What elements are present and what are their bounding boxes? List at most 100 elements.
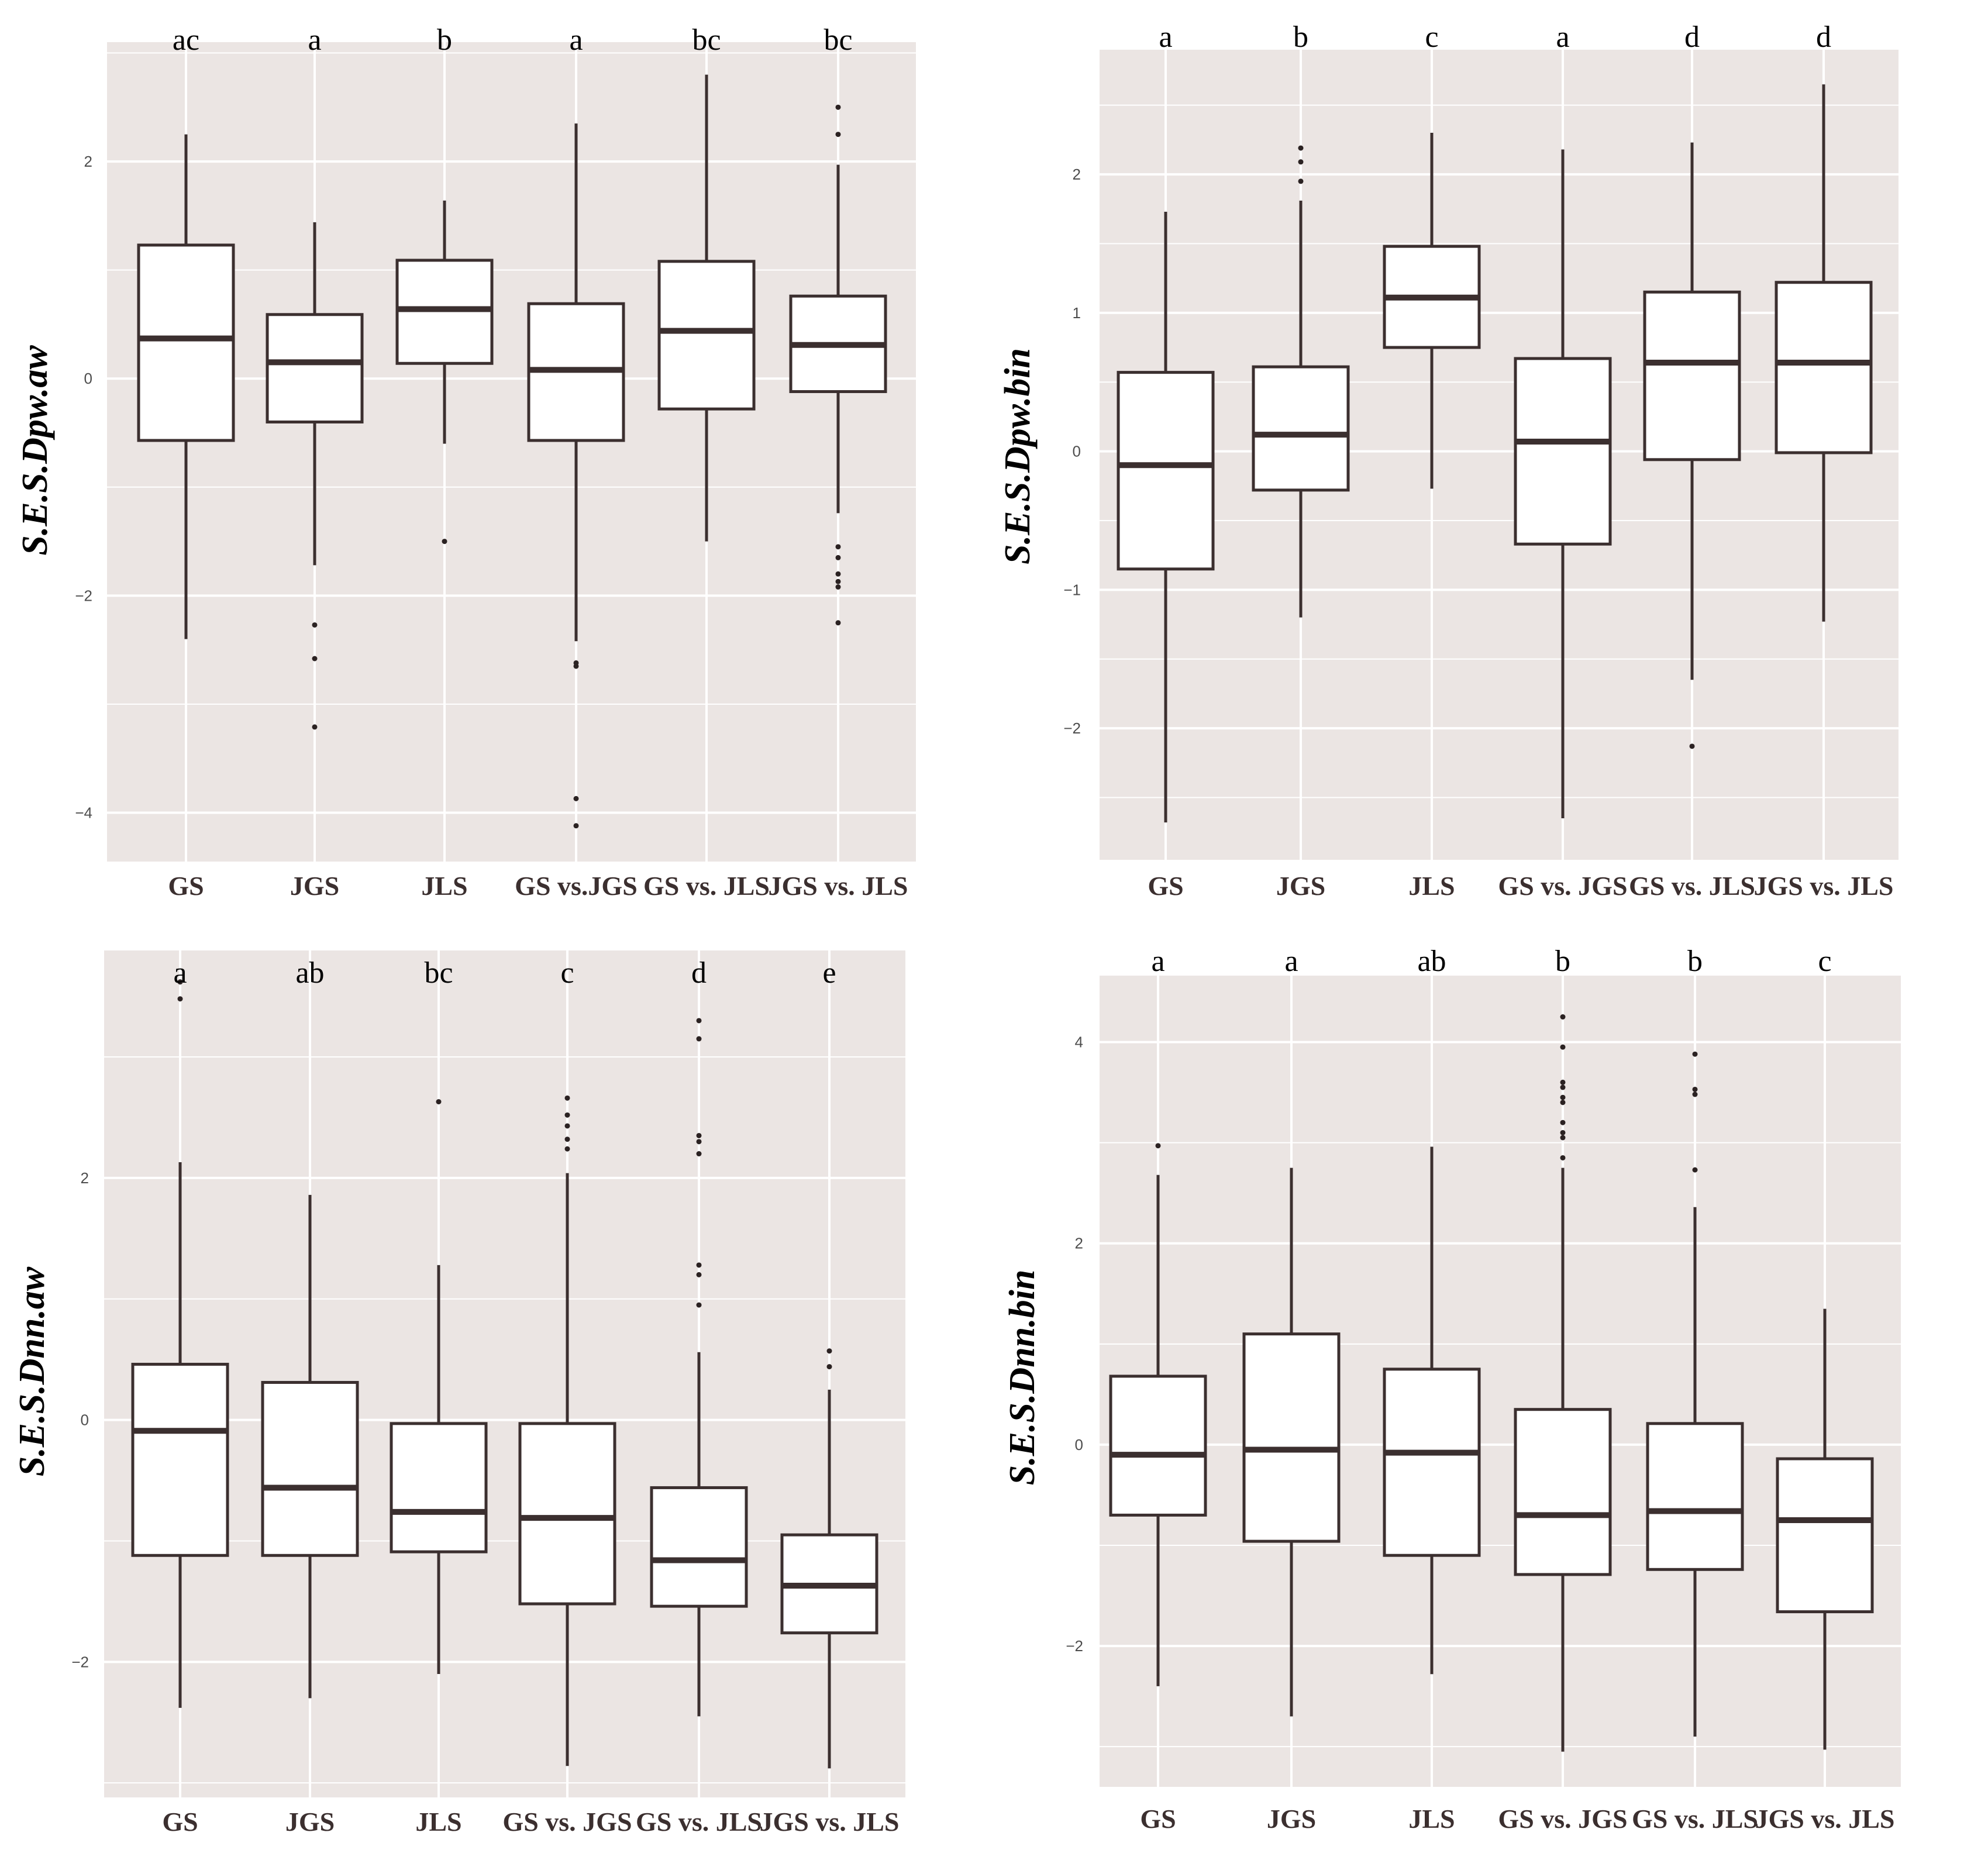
outlier-point xyxy=(1298,178,1304,184)
box-iqr xyxy=(657,260,756,411)
outlier-point xyxy=(312,622,318,628)
x-category-label: GS xyxy=(1148,871,1183,901)
significance-letter: bc xyxy=(824,23,852,57)
box-group xyxy=(1109,1014,1874,1752)
outlier-point xyxy=(1560,1014,1566,1020)
x-category-label: JGS xyxy=(1276,871,1325,901)
significance-letter: a xyxy=(1159,20,1172,54)
outlier-point xyxy=(1692,1051,1698,1057)
x-category-label: GS vs. JLS xyxy=(1632,1804,1758,1834)
box-0 xyxy=(131,979,229,1708)
y-tick-labels: −4 −2 0 2 xyxy=(75,153,92,821)
x-category-label: JGS vs. JLS xyxy=(1755,1804,1894,1834)
box-0 xyxy=(137,134,235,639)
significance-letter: a xyxy=(569,23,583,57)
outlier-point xyxy=(826,1364,832,1370)
y-tick-label: 2 xyxy=(84,153,92,170)
box-iqr xyxy=(137,243,235,442)
y-tick-label: 0 xyxy=(1075,1436,1083,1453)
outlier-point xyxy=(1155,1143,1161,1149)
y-tick-label: 1 xyxy=(1073,304,1081,322)
box-iqr xyxy=(131,1362,229,1557)
outlier-point xyxy=(835,571,841,577)
x-category-label: JGS xyxy=(290,871,339,901)
significance-letter: ab xyxy=(1417,945,1446,978)
box-iqr xyxy=(1109,1375,1207,1517)
outlier-point xyxy=(835,578,841,584)
x-category-label: JGS vs. JLS xyxy=(759,1807,899,1837)
significance-letter: d xyxy=(1816,20,1831,54)
box-iqr xyxy=(1514,357,1612,546)
box-0 xyxy=(1109,1143,1207,1686)
box-1 xyxy=(1242,1167,1341,1717)
panel-ses-dpw-bin: −2 −1 0 1 2 GS JGS JLS GS vs. JGS GS vs. JLSJGS … xyxy=(998,20,1899,901)
box-iqr xyxy=(390,1422,488,1554)
box-4 xyxy=(657,74,756,542)
outlier-point xyxy=(1298,159,1304,165)
box-iqr xyxy=(1383,1368,1481,1557)
box-iqr xyxy=(1776,1457,1874,1614)
box-iqr xyxy=(1643,290,1741,461)
box-iqr xyxy=(266,313,364,423)
y-tick-label: −2 xyxy=(1066,1637,1083,1655)
x-category-label: GS xyxy=(1140,1804,1176,1834)
box-4 xyxy=(650,1018,748,1717)
outlier-point xyxy=(1560,1120,1566,1125)
significance-letters: a ab bc c d e xyxy=(173,956,836,990)
outlier-point xyxy=(835,132,841,137)
x-category-label: GS xyxy=(168,871,204,901)
box-iqr xyxy=(1242,1332,1341,1543)
outlier-point xyxy=(564,1123,570,1129)
box-iqr xyxy=(650,1486,748,1608)
y-tick-label: 2 xyxy=(1075,1235,1083,1252)
outlier-point xyxy=(1692,1091,1698,1097)
x-category-label: GS vs. JGS xyxy=(1498,1804,1627,1834)
y-tick-label: 2 xyxy=(1073,166,1081,183)
significance-letter: a xyxy=(173,956,187,990)
outlier-point xyxy=(835,584,841,590)
y-tick-label: 0 xyxy=(84,370,92,387)
significance-letter: bc xyxy=(424,956,453,990)
x-category-label: JGS xyxy=(285,1807,335,1837)
outlier-point xyxy=(442,539,447,545)
box-1 xyxy=(266,222,364,730)
outlier-point xyxy=(573,795,579,801)
x-category-label: GS vs. JGS xyxy=(502,1807,632,1837)
box-5 xyxy=(1776,1308,1874,1750)
outlier-point xyxy=(312,656,318,662)
outlier-point xyxy=(1560,1079,1566,1085)
outlier-point xyxy=(436,1099,442,1105)
y-tick-label: 0 xyxy=(1073,443,1081,460)
significance-letter: b xyxy=(1293,20,1308,54)
outlier-point xyxy=(1560,1100,1566,1105)
outlier-point xyxy=(1560,1135,1566,1141)
box-iqr xyxy=(518,1422,616,1606)
box-2 xyxy=(390,1099,488,1675)
significance-letters: ac a b a bc bc xyxy=(173,23,853,57)
x-category-label: JLS xyxy=(1408,1804,1455,1834)
box-5 xyxy=(789,104,887,626)
box-4 xyxy=(1646,1051,1744,1737)
box-iqr xyxy=(1117,371,1215,571)
y-tick-label: −1 xyxy=(1063,581,1081,598)
outlier-point xyxy=(1560,1084,1566,1090)
significance-letter: b xyxy=(1687,945,1703,978)
plot-background xyxy=(1100,976,1901,1787)
x-category-label: JGS xyxy=(1267,1804,1316,1834)
outlier-point xyxy=(835,544,841,550)
outlier-point xyxy=(696,1018,702,1024)
y-tick-label: −4 xyxy=(75,804,92,821)
box-iqr xyxy=(261,1380,359,1557)
significance-letter: bc xyxy=(692,23,721,57)
outlier-point xyxy=(573,663,579,669)
significance-letter: c xyxy=(1425,20,1438,54)
outlier-point xyxy=(1689,743,1695,749)
outlier-point xyxy=(564,1146,570,1152)
y-tick-label: 2 xyxy=(81,1169,89,1187)
y-axis-label: S.E.S.Dnn.aw xyxy=(12,1266,52,1476)
box-group xyxy=(131,979,878,1769)
y-tick-labels: −2 0 2 xyxy=(71,1169,89,1670)
